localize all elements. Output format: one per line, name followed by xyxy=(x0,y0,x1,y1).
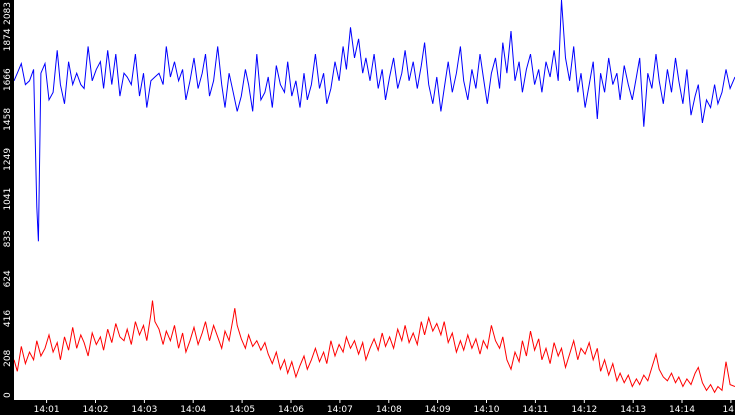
x-tick-labels: 14:01 14:02 14:03 14:04 14:05 14:06 14:07 14:08… xyxy=(34,400,735,415)
x-tick-label: 14:03 xyxy=(131,405,157,415)
y-tick-label: 833 xyxy=(3,230,13,247)
x-tick-label: 14:13 xyxy=(620,405,646,415)
x-tick-label: 14:11 xyxy=(522,405,548,415)
y-tick-label: 1458 xyxy=(3,108,13,131)
x-tick-label: 14:02 xyxy=(83,405,109,415)
x-tick-label: 14:09 xyxy=(425,405,451,415)
series-line-2 xyxy=(13,300,735,394)
y-tick-label: 416 xyxy=(3,310,13,327)
y-tick-label: 1874 xyxy=(3,28,13,51)
x-tick-label: 14:04 xyxy=(180,405,206,415)
x-tick-label: 14:08 xyxy=(376,405,402,415)
x-axis-band xyxy=(0,400,735,415)
series-line-1 xyxy=(13,0,735,242)
y-tick-labels: 0 208 416 624 833 1041 1249 1458 1666 1874 2083 xyxy=(3,2,13,398)
y-tick-label: 0 xyxy=(3,392,13,398)
x-tick-label: 14:01 xyxy=(34,405,60,415)
x-tick-label: 14 xyxy=(723,405,735,415)
y-tick-label: 624 xyxy=(3,270,13,287)
x-tick-label: 14:06 xyxy=(278,405,304,415)
x-tick-label: 14:10 xyxy=(474,405,500,415)
y-tick-label: 1666 xyxy=(3,68,13,91)
y-tick-label: 1041 xyxy=(3,188,13,211)
x-tick-label: 14:12 xyxy=(571,405,597,415)
x-tick-label: 14:05 xyxy=(229,405,255,415)
y-axis-band xyxy=(0,0,14,400)
y-tick-label: 208 xyxy=(3,349,13,366)
x-tick-label: 14:07 xyxy=(327,405,353,415)
y-tick-label: 1249 xyxy=(3,148,13,171)
y-tick-label: 2083 xyxy=(3,2,13,25)
x-tick-label: 14:14 xyxy=(669,405,695,415)
series-layer xyxy=(13,0,735,394)
